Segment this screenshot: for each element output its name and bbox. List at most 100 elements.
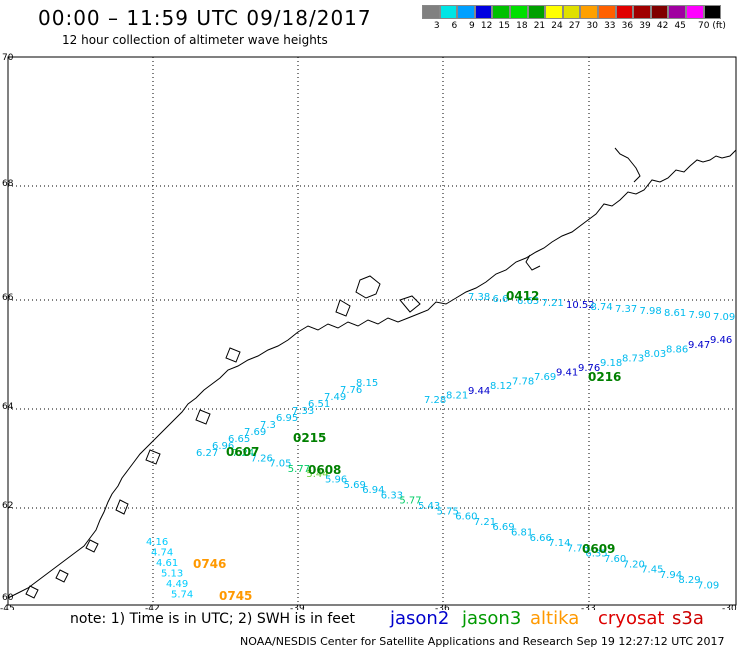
coastline-path: [195, 409, 211, 425]
legend-s3a: s3a: [672, 608, 704, 629]
swh-label: 5.74: [171, 590, 193, 601]
color-swatch: [615, 5, 634, 19]
coastline-path: [335, 299, 351, 317]
swh-label: 5.75: [437, 506, 459, 517]
pass-time-label: 0745: [219, 589, 252, 603]
swh-label: 7.24: [232, 448, 254, 459]
swh-label: 6.27: [196, 448, 218, 459]
swh-label: 9.76: [578, 363, 600, 374]
x-tick-label: -36: [435, 604, 450, 610]
y-axis-ticks: 70 68 66 64 62 60: [2, 53, 14, 603]
swh-label: 6.94: [362, 485, 384, 496]
pass-time-label: 0215: [293, 431, 326, 445]
color-scale-label: 70 (ft): [698, 21, 726, 31]
coastline-path: [399, 295, 421, 313]
swh-label: 7.69: [244, 427, 266, 438]
swh-label: 5.77: [288, 464, 310, 475]
swh-label: 4.16: [146, 537, 168, 548]
x-tick-label: -39: [290, 604, 305, 610]
color-scale-label: 27: [568, 21, 581, 31]
color-scale-labels: 3 6 9 12 15 18 21 24 27 30 33 36 39 42 45 70 (ft): [422, 21, 726, 31]
color-swatch: [474, 5, 493, 19]
swh-label: 6.6: [493, 294, 509, 305]
color-scale-label: 12: [480, 21, 493, 31]
y-tick-label: 70: [2, 53, 14, 63]
swh-label: 8.86: [666, 344, 688, 355]
swh-label: 9.41: [556, 367, 578, 378]
pass-labels: 0412 0216 0215 0607 0608 0609 0746 0745: [193, 289, 621, 603]
swh-label: 8.74: [591, 302, 613, 313]
swh-label: 6.65: [517, 296, 539, 307]
color-swatch: [580, 5, 598, 19]
swh-label: 6.96: [212, 441, 234, 452]
coastline-path: [525, 254, 541, 271]
note-text: note: 1) Time is in UTC; 2) SWH is in fe…: [70, 611, 356, 627]
swh-label: 5.96: [325, 475, 347, 486]
color-swatch: [509, 5, 528, 19]
color-scale-label: 3: [433, 21, 440, 31]
color-scale-label: 18: [516, 21, 528, 31]
coastline-path: [614, 147, 641, 183]
color-swatch: [597, 5, 616, 19]
swh-label: 7.21: [542, 298, 564, 309]
color-scale-label: 36: [621, 21, 634, 31]
swh-label: 7.33: [292, 406, 314, 417]
swh-label: 4.61: [156, 558, 178, 569]
swh-label: 5.13: [161, 569, 183, 580]
color-scale-label: 45: [674, 21, 686, 31]
swh-label: 7.05: [269, 459, 291, 470]
swh-label: 8.73: [622, 354, 644, 365]
coastline-path: [85, 539, 99, 553]
swh-label: 6.81: [511, 528, 533, 539]
x-axis-ticks: -45 -42 -39 -36 -33 -30: [0, 604, 737, 610]
swh-label: 7.69: [534, 372, 556, 383]
coastline-path: [355, 275, 381, 299]
swh-label: 10.52: [566, 300, 595, 311]
swh-label: 6.60: [455, 512, 477, 523]
x-tick-label: -45: [0, 604, 15, 610]
swh-label: 6.69: [492, 522, 514, 533]
wave-height-tracks: 7.38 6.6 6.65 7.21 10.528.74 7.37 7.98 8.61 7.90…: [146, 292, 735, 601]
y-tick-label: 60: [2, 593, 14, 603]
legend-jason2: jason2: [390, 608, 450, 629]
legend-jason3: jason3: [462, 608, 522, 629]
coastline-path: [55, 569, 69, 583]
swh-label: 6.95: [276, 413, 298, 424]
swh-label: 7.14: [548, 538, 570, 549]
color-swatch: [650, 5, 669, 19]
coastline-path: [7, 149, 737, 599]
swh-label: 9.44: [468, 386, 490, 397]
color-swatch: [703, 5, 722, 19]
swh-label: 7.94: [660, 570, 682, 581]
swh-label: 6.51: [308, 399, 330, 410]
swh-label: 7.78: [512, 377, 534, 388]
color-swatch: [439, 5, 458, 19]
swh-label: 8.12: [490, 381, 512, 392]
page-title: 00:00 – 11:59 UTC 09/18/2017: [38, 6, 372, 30]
color-swatch: [545, 5, 563, 19]
color-scale: [422, 5, 722, 21]
pass-time-label: 0216: [588, 370, 621, 384]
swh-label: 8.29: [678, 575, 700, 586]
swh-label: 9.46: [710, 335, 732, 346]
swh-label: 5.77: [399, 496, 421, 507]
color-swatch: [457, 5, 475, 19]
swh-label: 4.49: [166, 579, 188, 590]
swh-label: 7.73: [567, 543, 589, 554]
color-scale-label: 6: [451, 21, 458, 31]
color-scale-label: 42: [656, 21, 669, 31]
swh-label: 7.28: [424, 395, 446, 406]
swh-label: 5.43: [418, 501, 440, 512]
color-swatch: [527, 5, 546, 19]
coastline-path: [225, 347, 241, 363]
legend-cryosat: cryosat: [598, 608, 665, 629]
swh-label: 4.74: [151, 548, 173, 559]
color-scale-label: 21: [533, 21, 546, 31]
color-scale-label: 30: [586, 21, 598, 31]
swh-label: 8.21: [446, 390, 468, 401]
y-tick-label: 64: [2, 402, 14, 412]
coastline-path: [25, 585, 39, 599]
swh-label: 5.69: [344, 480, 366, 491]
coastline: [7, 147, 737, 599]
